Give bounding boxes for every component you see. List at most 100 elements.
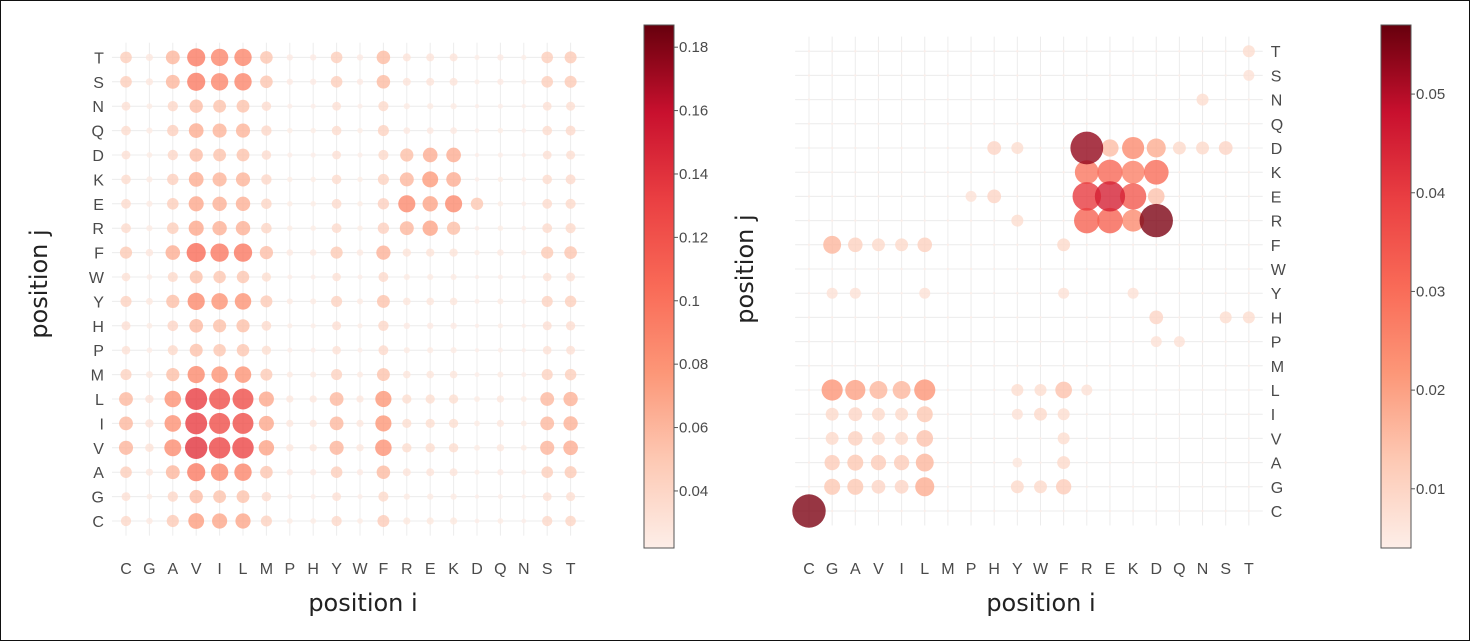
data-point [807,364,811,367]
data-point [167,320,179,332]
data-point [848,431,863,446]
data-point [1074,207,1100,234]
data-point [969,461,973,464]
data-point [331,223,342,234]
data-point [427,273,434,281]
data-point [1056,479,1072,495]
data-point [521,201,527,207]
data-point [1016,340,1019,343]
data-point [474,152,480,158]
data-point [356,298,364,305]
colorbar-tick-label: 0.1 [679,293,700,310]
data-point [1247,388,1251,392]
data-point [565,515,576,527]
data-point [146,152,153,158]
data-point [376,294,390,308]
data-point [521,469,527,475]
data-point [825,431,839,445]
data-point [422,147,438,163]
data-point [1122,136,1145,160]
data-point [566,150,576,160]
data-point [402,297,411,306]
data-point [824,478,841,495]
data-point [1131,388,1135,392]
colorbar-tick-label: 0.01 [1416,481,1445,498]
data-point [914,379,936,401]
data-point [211,366,228,383]
data-point [969,388,973,392]
data-point [1155,485,1158,488]
data-point [1247,437,1251,440]
data-point [1062,364,1065,367]
data-point [167,271,178,283]
data-point [825,407,839,421]
data-point [1247,364,1251,367]
data-point [1224,219,1227,222]
data-point [946,461,950,464]
data-point [993,509,996,513]
data-point [310,152,316,158]
data-point [1034,407,1047,421]
data-point [900,267,903,271]
data-point [426,297,435,306]
x-tick-label: W [1033,561,1049,578]
data-point [1108,364,1112,367]
x-tick-label: E [425,561,436,578]
data-point [830,340,834,343]
y-tick-label: S [1271,68,1282,85]
data-point [167,198,179,210]
y-tick-label: H [1271,310,1283,327]
y-tick-label: K [1271,165,1282,182]
y-tick-label: Y [1271,286,1282,303]
data-point [1034,480,1047,494]
data-point [474,274,480,280]
data-point [287,103,293,109]
data-point [189,99,203,113]
data-point [946,316,950,319]
x-tick-label: F [379,561,389,578]
data-point [474,225,480,231]
data-point [1108,122,1112,126]
data-point [1039,316,1042,319]
data-point [310,103,316,109]
data-point [1108,98,1112,101]
data-point [357,176,363,183]
data-point [1143,159,1169,185]
data-point [376,245,391,260]
data-point [1178,50,1181,53]
data-point [807,316,811,319]
data-point [119,416,133,431]
data-point [1085,340,1089,343]
data-point [287,201,293,207]
data-point [286,249,294,256]
data-point [993,364,996,367]
data-point [521,128,527,133]
data-point [923,267,926,271]
data-point [1016,171,1019,174]
data-point [375,415,392,432]
x-axis-title: position i [308,589,417,617]
data-point [1016,98,1019,101]
data-point [564,75,577,88]
data-point [166,368,180,382]
data-point [234,293,252,310]
data-point [993,485,996,488]
data-point [378,320,389,331]
data-point [521,298,527,304]
data-point [993,292,996,295]
data-point [145,248,154,257]
data-point [120,369,132,381]
data-point [830,316,834,319]
data-point [993,316,996,319]
data-point [807,388,811,392]
data-point [830,509,834,513]
colorbar-tick-label: 0.03 [1416,283,1445,300]
data-point [357,201,363,207]
data-point [1219,311,1232,324]
data-point [1039,74,1042,77]
data-point [1058,287,1070,299]
y-tick-label: G [1271,480,1283,497]
data-point [1201,219,1204,222]
data-point [1039,146,1042,150]
data-point [923,74,926,77]
